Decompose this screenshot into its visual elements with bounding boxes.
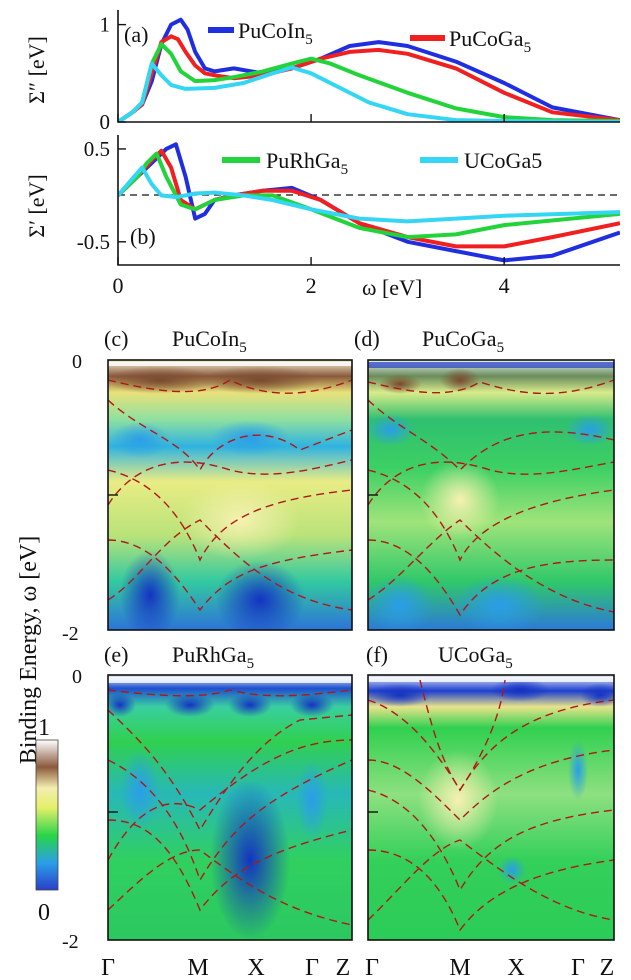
xtick-label: 2: [306, 273, 317, 298]
ytick-label: 0: [100, 110, 111, 134]
xtick-label: 4: [499, 273, 510, 298]
ytick-label: -0.5: [77, 230, 110, 254]
panel-e-label: (e): [104, 642, 128, 667]
b-series-pucoin5: [118, 142, 620, 263]
panel-d-label: (d): [354, 326, 380, 351]
colorbar-max-label: 1: [38, 715, 50, 741]
kpath-label-m: M: [187, 955, 208, 980]
legend-label-pucoga5: PuCoGa5: [449, 26, 531, 56]
legend-label-ucoga5: UCoGa5: [464, 148, 542, 173]
panel-e-spectral-purhga5: (e) PuRhGa5 0 -2: [62, 642, 353, 953]
panel-f-label: (f): [366, 642, 388, 667]
a-series-ucoga5: [118, 61, 620, 122]
ytick-label: 0.5: [84, 137, 110, 161]
b-series-ucoga5: [118, 165, 620, 224]
panel-b-label: (b): [130, 224, 156, 249]
panel-f-spectral-ucoga5: (f) UCoGa5: [366, 642, 615, 941]
panel-c-ytick-minus2: -2: [62, 623, 79, 645]
colorbar-min-label: 0: [38, 900, 50, 926]
kpath-labels-right: Γ M X Γ Z: [365, 955, 614, 980]
kpath-label-x: X: [247, 955, 264, 980]
panel-c-title: PuCoIn5: [172, 326, 247, 356]
xtick-label: 0: [113, 273, 124, 298]
b-series-pucoga5: [118, 148, 620, 249]
kpath-label-z: Z: [336, 955, 351, 980]
panel-c-ytick-0: 0: [72, 351, 82, 373]
panel-b-xlabel: ω [eV]: [362, 275, 422, 300]
panel-f-frame: [367, 674, 615, 941]
legend-top: PuCoIn5 PuCoGa5: [208, 18, 531, 56]
panel-f-title: UCoGa5: [438, 642, 513, 672]
panel-e-ytick-minus2: -2: [62, 931, 79, 953]
b-series-purhga5: [118, 151, 620, 240]
legend-bottom: PuRhGa5 UCoGa5: [222, 148, 542, 178]
panel-b-frame: [117, 135, 620, 266]
panel-d-spectral-pucoga5: (d) PuCoGa5: [354, 326, 615, 631]
legend-label-purhga5: PuRhGa5: [266, 148, 348, 178]
panel-c-label: (c): [104, 326, 128, 351]
kpath-label-x: X: [507, 955, 524, 980]
panel-e-frame: [107, 674, 353, 941]
ytick-label: 1: [100, 13, 111, 37]
panel-b-ylabel: Σ′ [eV]: [24, 174, 49, 237]
kpath-label-m: M: [449, 955, 470, 980]
panel-b-self-energy-real: 0.5 -0.50 2 4 (b) Σ′ [eV] ω [eV] PuRhGa5 UC…: [24, 135, 620, 300]
colorbar-gradient: [35, 739, 59, 891]
panel-e-ytick-0: 0: [72, 666, 82, 688]
kpath-label-gamma: Γ: [365, 955, 379, 980]
legend-label-pucoin5: PuCoIn5: [238, 18, 313, 48]
kpath-label-gamma: Γ: [101, 955, 115, 980]
panel-e-title: PuRhGa5: [172, 642, 254, 672]
a-series-pucoin5: [118, 17, 620, 122]
panel-a-label: (a): [124, 22, 148, 47]
panel-a-ylabel: Σ″ [eV]: [24, 36, 49, 104]
kpath-label-z: Z: [600, 955, 615, 980]
panel-d-title: PuCoGa5: [422, 326, 504, 356]
shared-ylabel: Binding Energy, ω [eV]: [16, 536, 42, 764]
panel-c-spectral-pucoin5: (c) PuCoIn5 0 -2: [62, 326, 353, 645]
a-series-purhga5: [118, 42, 620, 122]
colorbar: 1 0: [35, 715, 59, 926]
panel-a-self-energy-imag: 0 1 (a) Σ″ [eV] PuCoIn5 PuCoGa5: [24, 10, 620, 134]
kpath-labels-left: Γ M X Γ Z: [101, 955, 350, 980]
kpath-label-gamma: Γ: [305, 955, 319, 980]
kpath-label-gamma: Γ: [571, 955, 585, 980]
